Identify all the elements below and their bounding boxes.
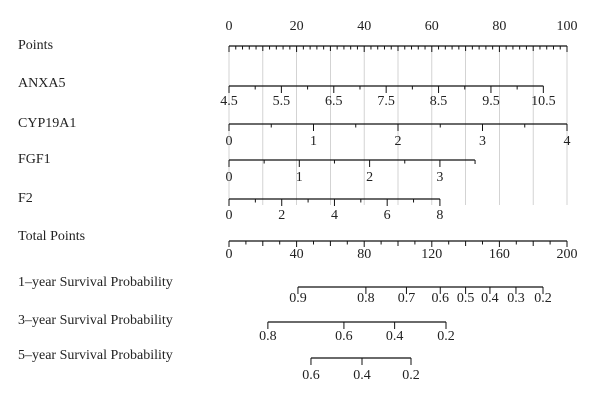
tick-label: 0 <box>226 170 233 185</box>
row-label: Total Points <box>18 229 85 244</box>
tick-label: 0.2 <box>437 329 455 344</box>
tick-label: 0.7 <box>398 291 416 306</box>
tick-label: 0.5 <box>457 291 475 306</box>
tick-label: 7.5 <box>377 94 395 109</box>
tick-label: 0.9 <box>289 291 307 306</box>
tick-label: 5.5 <box>273 94 291 109</box>
tick-label: 2 <box>395 134 402 149</box>
tick-label: 0.6 <box>335 329 353 344</box>
tick-label: 160 <box>489 247 510 262</box>
tick-label: 8 <box>436 208 443 223</box>
tick-label: 0 <box>226 134 233 149</box>
tick-label: 0.2 <box>534 291 552 306</box>
row-label: ANXA5 <box>18 76 65 91</box>
tick-label: 6.5 <box>325 94 343 109</box>
tick-label: 3 <box>436 170 443 185</box>
tick-label: 2 <box>278 208 285 223</box>
tick-label: 80 <box>492 19 506 34</box>
tick-label: 4 <box>331 208 338 223</box>
tick-label: 40 <box>357 19 371 34</box>
tick-label: 200 <box>557 247 578 262</box>
tick-label: 20 <box>290 19 304 34</box>
tick-label: 0.4 <box>353 368 371 383</box>
tick-label: 9.5 <box>482 94 500 109</box>
tick-label: 10.5 <box>531 94 556 109</box>
row-label: 3–year Survival Probability <box>18 313 173 328</box>
tick-label: 8.5 <box>430 94 448 109</box>
row-label: 5–year Survival Probability <box>18 348 173 363</box>
tick-label: 6 <box>384 208 391 223</box>
tick-label: 0.6 <box>302 368 320 383</box>
tick-label: 0.8 <box>259 329 277 344</box>
tick-label: 0 <box>226 247 233 262</box>
tick-label: 4.5 <box>220 94 238 109</box>
row-label: Points <box>18 38 53 53</box>
row-label: CYP19A1 <box>18 116 76 131</box>
tick-label: 3 <box>479 134 486 149</box>
tick-label: 120 <box>421 247 442 262</box>
tick-label: 0.3 <box>507 291 525 306</box>
tick-label: 4 <box>564 134 571 149</box>
tick-label: 0 <box>226 19 233 34</box>
tick-label: 0.6 <box>432 291 450 306</box>
tick-label: 100 <box>557 19 578 34</box>
tick-label: 80 <box>357 247 371 262</box>
tick-label: 60 <box>425 19 439 34</box>
tick-label: 0 <box>226 208 233 223</box>
row-label: 1–year Survival Probability <box>18 275 173 290</box>
tick-label: 2 <box>366 170 373 185</box>
tick-label: 0.2 <box>402 368 420 383</box>
tick-label: 40 <box>290 247 304 262</box>
tick-label: 0.4 <box>481 291 499 306</box>
tick-label: 1 <box>310 134 317 149</box>
row-label: FGF1 <box>18 152 51 167</box>
row-label: F2 <box>18 191 33 206</box>
tick-label: 0.8 <box>357 291 375 306</box>
tick-label: 1 <box>296 170 303 185</box>
tick-label: 0.4 <box>386 329 404 344</box>
